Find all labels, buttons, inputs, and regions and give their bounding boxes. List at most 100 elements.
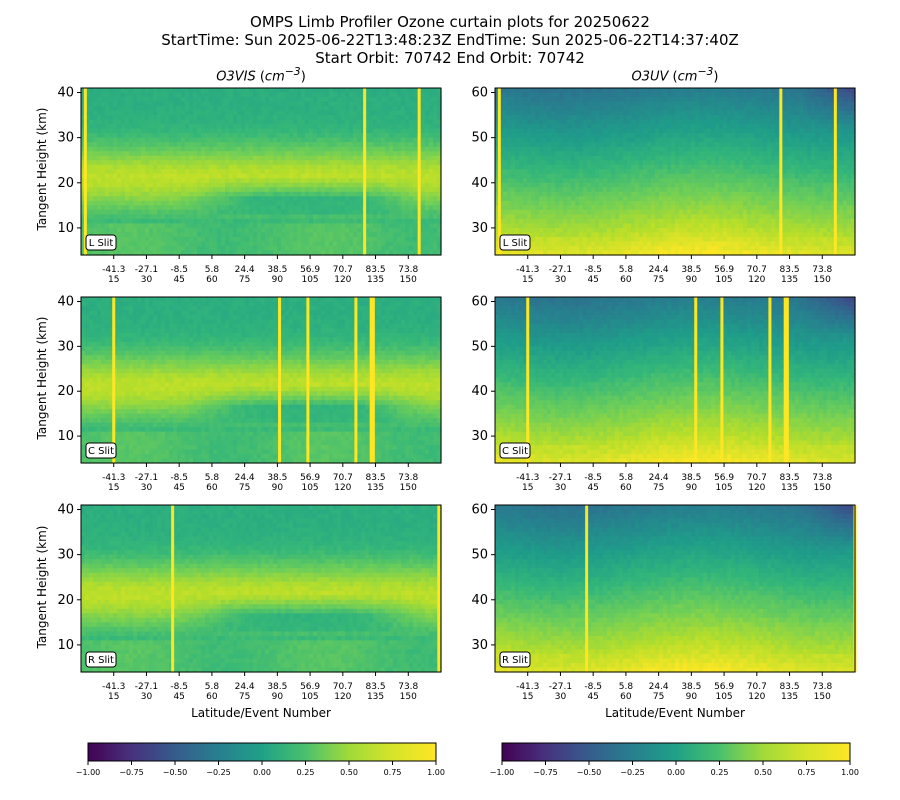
heatmap-cell bbox=[109, 155, 114, 161]
heatmap-cell bbox=[289, 115, 294, 121]
heatmap-cell bbox=[607, 182, 612, 188]
heatmap-cell bbox=[329, 146, 334, 152]
col-title-o3uv: O3UV (cm−3) bbox=[495, 65, 855, 84]
heatmap-cell bbox=[397, 160, 402, 166]
heatmap-cell bbox=[265, 128, 270, 134]
heatmap-cell bbox=[305, 142, 310, 148]
heatmap-cell bbox=[265, 133, 270, 139]
heatmap-cell bbox=[249, 160, 254, 166]
heatmap-cell bbox=[333, 223, 338, 229]
heatmap-cell bbox=[213, 245, 218, 252]
heatmap-cell bbox=[421, 146, 426, 152]
heatmap-cell bbox=[153, 227, 158, 234]
heatmap-cell bbox=[373, 209, 378, 215]
heatmap-cell bbox=[157, 124, 162, 130]
heatmap-cell bbox=[615, 155, 620, 161]
heatmap-cell bbox=[353, 187, 358, 193]
heatmap-cell bbox=[627, 110, 632, 116]
heatmap-cell bbox=[615, 124, 620, 130]
heatmap-cell bbox=[437, 196, 442, 202]
heatmap-cell bbox=[125, 223, 130, 229]
heatmap-cell bbox=[401, 151, 406, 157]
heatmap-cell bbox=[377, 187, 382, 193]
heatmap-cell bbox=[233, 142, 238, 148]
heatmap-cell bbox=[635, 214, 640, 220]
heatmap-cell bbox=[185, 191, 190, 197]
heatmap-cell bbox=[377, 232, 382, 238]
heatmap-cell bbox=[563, 133, 568, 139]
heatmap-cell bbox=[611, 250, 616, 256]
heatmap-cell bbox=[269, 227, 274, 234]
heatmap-cell bbox=[607, 250, 612, 256]
heatmap-cell bbox=[369, 214, 374, 220]
heatmap-cell bbox=[193, 119, 198, 125]
heatmap-cell bbox=[269, 214, 274, 220]
heatmap-cell bbox=[249, 173, 254, 179]
heatmap-cell bbox=[189, 191, 194, 197]
heatmap-cell bbox=[241, 119, 246, 125]
heatmap-cell bbox=[109, 187, 114, 193]
heatmap-cell bbox=[221, 101, 226, 107]
heatmap-cell bbox=[225, 205, 230, 211]
heatmap-cell bbox=[349, 124, 354, 130]
heatmap-cell bbox=[527, 209, 532, 215]
heatmap-cell bbox=[165, 214, 170, 220]
heatmap-cell bbox=[663, 115, 668, 121]
heatmap-cell bbox=[635, 128, 640, 134]
heatmap-cell bbox=[301, 146, 306, 152]
heatmap-cell bbox=[377, 164, 382, 170]
heatmap-cell bbox=[547, 173, 552, 179]
heatmap-cell bbox=[185, 164, 190, 170]
heatmap-cell bbox=[113, 205, 118, 211]
heatmap-cell bbox=[429, 227, 434, 234]
heatmap-cell bbox=[421, 187, 426, 193]
heatmap-cell bbox=[349, 182, 354, 188]
heatmap-cell bbox=[153, 92, 158, 98]
heatmap-cell bbox=[369, 178, 374, 184]
heatmap-cell bbox=[631, 88, 636, 94]
heatmap-cell bbox=[177, 245, 182, 252]
heatmap-cell bbox=[189, 110, 194, 116]
heatmap-cell bbox=[377, 106, 382, 112]
heatmap-cell bbox=[627, 196, 632, 202]
heatmap-cell bbox=[353, 142, 358, 148]
heatmap-cell bbox=[325, 241, 330, 247]
heatmap-cell bbox=[325, 169, 330, 175]
heatmap-cell bbox=[345, 178, 350, 184]
heatmap-cell bbox=[663, 119, 668, 125]
heatmap-cell bbox=[97, 92, 102, 98]
heatmap-cell bbox=[161, 92, 166, 98]
heatmap-cell bbox=[503, 205, 508, 211]
heatmap-cell bbox=[325, 191, 330, 197]
heatmap-cell bbox=[587, 178, 592, 184]
heatmap-cell bbox=[531, 97, 536, 103]
heatmap-cell bbox=[535, 155, 540, 161]
heatmap-cell bbox=[631, 232, 636, 238]
heatmap-cell bbox=[393, 182, 398, 188]
heatmap-cell bbox=[101, 97, 106, 103]
heatmap-cell bbox=[607, 187, 612, 193]
heatmap-cell bbox=[205, 146, 210, 152]
heatmap-cell bbox=[269, 88, 274, 94]
heatmap-cell bbox=[101, 196, 106, 202]
heatmap-cell bbox=[433, 232, 438, 238]
panel-o3uv-l: 30405060-41.315-27.130-8.5455.86024.4753… bbox=[471, 86, 856, 285]
heatmap-cell bbox=[261, 196, 266, 202]
heatmap-cell bbox=[591, 128, 596, 134]
heatmap-cell bbox=[643, 218, 648, 224]
heatmap-cell bbox=[507, 191, 512, 197]
heatmap-cell bbox=[523, 142, 528, 148]
heatmap-cell bbox=[317, 182, 322, 188]
heatmap-cell bbox=[181, 142, 186, 148]
heatmap-cell bbox=[409, 182, 414, 188]
heatmap-cell bbox=[341, 119, 346, 125]
heatmap-cell bbox=[659, 115, 664, 121]
heatmap-cell bbox=[305, 119, 310, 125]
heatmap-cell bbox=[401, 119, 406, 125]
heatmap-cell bbox=[117, 182, 122, 188]
heatmap-cell bbox=[189, 133, 194, 139]
heatmap-cell bbox=[89, 155, 94, 161]
heatmap-cell bbox=[89, 92, 94, 98]
heatmap-cell bbox=[583, 155, 588, 161]
heatmap-cell bbox=[413, 173, 418, 179]
